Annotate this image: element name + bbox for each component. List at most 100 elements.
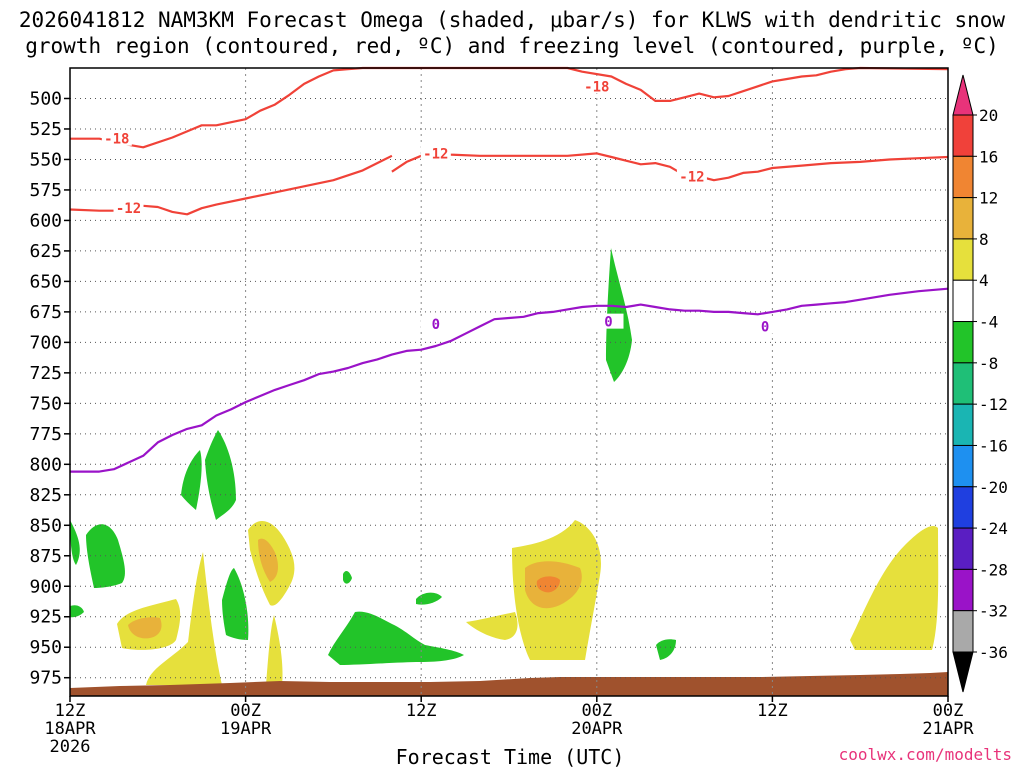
colorbar-label: -28 <box>979 560 1008 579</box>
credit-text: coolwx.com/modelts <box>839 745 1012 764</box>
plot-area: -18 -18 -12 -12 -12 0 0 0 <box>69 66 949 697</box>
colorbar-segment <box>952 279 974 323</box>
contour-label: -18 <box>104 132 129 148</box>
yellow-region-2 <box>266 615 283 685</box>
y-tick-label: 650 <box>29 271 62 292</box>
contour-label-bg <box>420 316 451 332</box>
colorbar-segment <box>952 155 974 199</box>
y-tick-label: 950 <box>29 637 62 658</box>
x-tick-label: 12Z <box>406 701 437 721</box>
chart-title-line1: 2026041812 NAM3KM Forecast Omega (shaded… <box>19 8 1006 32</box>
y-tick-label: 975 <box>29 668 62 689</box>
colorbar-segment <box>952 114 974 157</box>
contour-label: 0 <box>604 315 612 331</box>
contour-label-bg <box>676 168 707 184</box>
contour-label: -18 <box>584 79 609 95</box>
green-region-low-4 <box>343 571 352 584</box>
y-tick-label: 825 <box>29 485 62 506</box>
y-tick-label: 600 <box>29 210 62 231</box>
contour-labels: -18 -18 -12 -12 -12 0 0 0 <box>101 78 781 336</box>
x-tick-label: 19APR <box>220 719 272 739</box>
colorbar-label: -4 <box>979 313 998 332</box>
green-region-low-6 <box>328 611 464 665</box>
x-tick-label: 12Z <box>757 701 788 721</box>
grid-lines <box>70 68 948 696</box>
colorbar-segment <box>952 403 974 446</box>
green-region-low-5 <box>416 592 442 605</box>
contour-label-bg <box>581 78 612 94</box>
colorbar-label: 20 <box>979 106 998 125</box>
colorbar-label: -32 <box>979 602 1008 621</box>
yellow-region-5 <box>850 525 939 650</box>
y-tick-label: 875 <box>29 546 62 567</box>
contour-label-bg <box>101 130 132 146</box>
y-tick-label: 525 <box>29 119 62 140</box>
x-tick-label: 00Z <box>230 701 261 721</box>
x-tick-label: 00Z <box>933 701 964 721</box>
y-tick-label: 900 <box>29 576 62 597</box>
y-axis-ticks: 500 525 550 575 600 625 650 675 700 725 750 775 800 8… <box>29 88 70 689</box>
y-tick-label: 800 <box>29 454 62 475</box>
colorbar-segment <box>952 444 974 488</box>
y-tick-label: 625 <box>29 241 62 262</box>
contour-label: 0 <box>761 320 769 336</box>
y-tick-label: 675 <box>29 302 62 323</box>
colorbar-label: -24 <box>979 519 1008 538</box>
colorbar-segment <box>952 197 974 240</box>
x-tick-label: 20APR <box>571 719 623 739</box>
green-region-low-3 <box>222 568 249 640</box>
green-region-low-7 <box>656 639 676 660</box>
y-tick-label: 550 <box>29 149 62 170</box>
contour-line-1 <box>391 152 949 182</box>
contour-label-bg <box>420 145 451 161</box>
omega-shading-orange <box>536 576 560 593</box>
colorbar-bottom-arrow <box>952 651 974 693</box>
colorbar-label: 4 <box>979 271 989 290</box>
contour-label: -12 <box>423 146 448 162</box>
y-tick-label: 850 <box>29 515 62 536</box>
contour-label: -12 <box>116 201 141 217</box>
terrain-ground <box>70 672 948 696</box>
green-region-mid-2 <box>205 430 236 520</box>
y-tick-label: 725 <box>29 363 62 384</box>
colorbar-segment <box>952 527 974 570</box>
colorbar-label: -8 <box>979 354 998 373</box>
colorbar-label: 12 <box>979 189 998 208</box>
x-tick-label: 00Z <box>581 701 612 721</box>
contour-label: -12 <box>679 170 704 186</box>
y-tick-label: 925 <box>29 607 62 628</box>
contour-label-bg <box>750 318 781 334</box>
yellow-region-4 <box>466 612 518 640</box>
y-tick-label: 575 <box>29 180 62 201</box>
colorbar-segment <box>952 321 974 364</box>
colorbar-top-arrow <box>952 74 974 116</box>
y-tick-label: 750 <box>29 393 62 414</box>
x-tick-label: 18APR <box>44 719 96 739</box>
y-tick-label: 500 <box>29 88 62 109</box>
colorbar-label: 16 <box>979 147 998 166</box>
colorbar-segment <box>952 238 974 281</box>
colorbar-label: -16 <box>979 436 1008 455</box>
colorbar-label: -12 <box>979 395 1008 414</box>
contour-label-bg <box>113 200 144 216</box>
contour-label: 0 <box>432 317 440 333</box>
x-tick-label: 12Z <box>55 701 86 721</box>
green-region-low-1 <box>70 520 80 565</box>
colorbar: 20 16 12 8 4 -4 -8 -12 -16 -20 -24 -28 -32 -36 <box>952 74 1008 693</box>
contour-line-3 <box>70 287 949 473</box>
y-tick-label: 775 <box>29 424 62 445</box>
contour-label-bg <box>593 313 624 329</box>
x-axis-label: Forecast Time (UTC) <box>396 745 625 768</box>
yellow-region-low-left <box>146 552 222 685</box>
colorbar-label: -36 <box>979 643 1008 662</box>
green-region-mid-1 <box>181 450 202 510</box>
colorbar-label: 8 <box>979 230 989 249</box>
plot-background <box>70 68 948 696</box>
x-tick-label: 21APR <box>922 719 974 739</box>
colorbar-label: -20 <box>979 478 1008 497</box>
colorbar-segment <box>952 568 974 612</box>
y-tick-label: 700 <box>29 332 62 353</box>
plot-frame <box>69 67 949 697</box>
